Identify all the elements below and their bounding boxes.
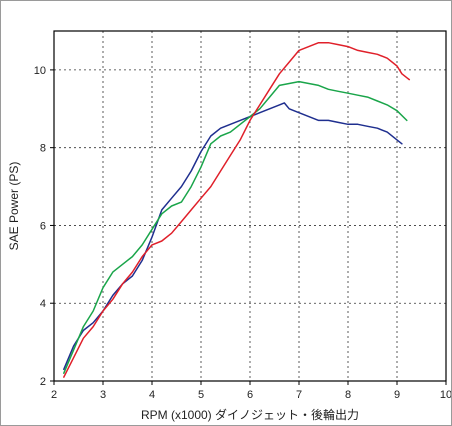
series-group (63, 41, 411, 378)
y-tick-label: 6 (40, 220, 46, 232)
x-tick-label: 8 (345, 389, 351, 401)
x-tick-label: 5 (198, 389, 204, 401)
x-tick-label: 3 (100, 389, 106, 401)
x-tick-label: 10 (440, 389, 451, 401)
grid-lines (54, 31, 446, 381)
series-line-2 (63, 80, 408, 374)
x-tick-label: 7 (296, 389, 302, 401)
y-tick-label: 8 (40, 143, 46, 155)
x-tick-label: 6 (247, 389, 253, 401)
series-line-3 (63, 41, 411, 378)
y-tick-label: 4 (40, 298, 46, 310)
y-axis-label: SAE Power (PS) (7, 162, 21, 251)
y-tick-label: 2 (40, 376, 46, 388)
x-axis-label: RPM (x1000) ダイノジェット・後輪出力 (141, 407, 359, 422)
y-tick-label: 10 (34, 65, 46, 77)
tick-labels: 2 3 4 5 6 7 8 9 10 2 4 6 8 10 (34, 65, 451, 401)
x-tick-label: 4 (149, 389, 155, 401)
x-tick-label: 9 (394, 389, 400, 401)
x-tick-label: 2 (51, 389, 57, 401)
